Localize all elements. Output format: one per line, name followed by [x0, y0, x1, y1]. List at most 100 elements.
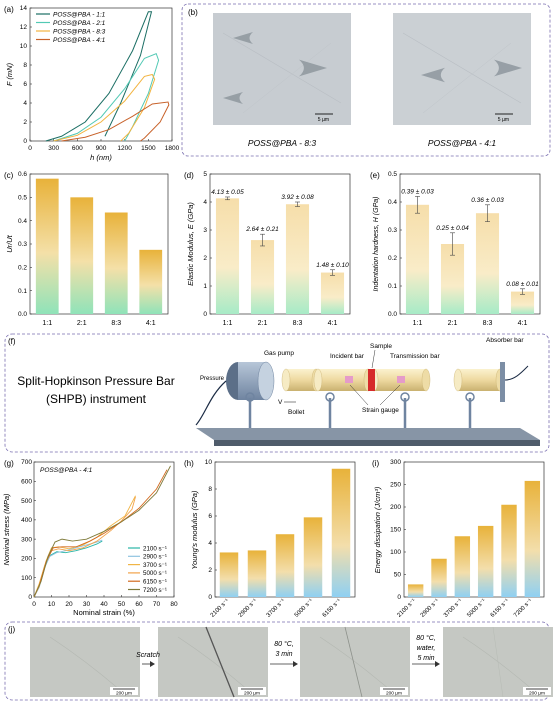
bar — [275, 534, 295, 597]
gauge-pointer — [349, 384, 369, 406]
bar — [454, 536, 471, 597]
healed-scratch-line — [344, 626, 363, 698]
x-tick-label: 40 — [100, 601, 108, 608]
y-tick-label: 0.2 — [18, 265, 27, 272]
legend-entry: 6150 s⁻¹ — [143, 579, 167, 586]
bar — [405, 204, 430, 314]
y-tick-label: 4 — [208, 540, 212, 547]
legend-entry: 2100 s⁻¹ — [143, 545, 167, 552]
x-tick-label: 4:1 — [146, 320, 156, 327]
y-tick-label: 150 — [390, 527, 401, 534]
panel-label: (f) — [8, 337, 16, 346]
bar — [250, 240, 275, 314]
panel-h: 2100 s⁻¹ 2900 s⁻¹ 3700 s⁻¹ 5000 s⁻¹ 6150 s⁻¹… — [184, 459, 356, 619]
y-tick-label: 6 — [208, 513, 212, 520]
x-tick-label: 50 — [118, 601, 126, 608]
chart-title: POSS@PBA - 4:1 — [40, 467, 93, 474]
base-front — [214, 440, 540, 446]
x-tick-label: 3700 s⁻¹ — [443, 598, 464, 619]
x-tick-label: 1:1 — [413, 320, 423, 327]
x-tick-label: 4:1 — [518, 320, 528, 327]
y-tick-label: 4 — [23, 100, 27, 107]
y-tick-label: 4 — [203, 199, 207, 206]
x-tick-label: 10 — [48, 601, 56, 608]
gas-pump-label: Gas pump — [264, 350, 294, 357]
x-tick-label: 3700 s⁻¹ — [266, 598, 287, 619]
panel-label: (a) — [4, 5, 14, 14]
scale-bar-label: 200 µm — [386, 691, 402, 697]
x-tick-label: 2100 s⁻¹ — [396, 598, 417, 619]
legend-entry: 2900 s⁻¹ — [143, 554, 167, 561]
x-tick-label: 8:3 — [111, 320, 121, 327]
bar — [407, 584, 424, 597]
transmission-bar-end — [421, 368, 431, 392]
gauge-pointer — [379, 384, 401, 406]
y-tick-label: 0.4 — [18, 218, 27, 225]
y-tick-label: 1 — [203, 283, 207, 290]
support-ring — [465, 392, 475, 402]
bar — [247, 550, 267, 597]
x-tick-label: 300 — [48, 145, 59, 152]
y-axis-label: Ur/Ut — [5, 234, 14, 252]
diagram-title-line2: (SHPB) instrument — [46, 392, 147, 406]
y-axis-label: Young's modulus (GPa) — [190, 490, 199, 569]
plot-frame — [399, 173, 541, 315]
panel-label: (i) — [372, 459, 379, 468]
y-tick-label: 0.2 — [388, 255, 397, 262]
pressure-hose — [195, 380, 227, 426]
y-tick-label: 50 — [394, 572, 402, 579]
x-tick-label: 2900 s⁻¹ — [420, 598, 441, 619]
scale-bar-box — [110, 687, 138, 695]
x-tick-label: 1500 — [141, 145, 156, 152]
y-axis-label: Energy dissipation (J/cm³) — [373, 486, 382, 573]
micrograph — [213, 13, 351, 125]
series-line-4 — [61, 101, 170, 142]
absorber-bar-end — [453, 368, 463, 392]
x-tick-label: 8:3 — [483, 320, 493, 327]
scale-bar-label: 5 µm — [498, 117, 509, 123]
y-tick-label: 200 — [21, 556, 32, 563]
base-top — [196, 428, 540, 440]
y-tick-label: 10 — [205, 459, 213, 466]
step-label-2b: 3 min — [275, 651, 292, 658]
y-tick-label: 0 — [23, 138, 27, 145]
data-label: 0.36 ± 0.03 — [471, 197, 504, 204]
y-tick-label: 0.1 — [18, 288, 27, 295]
x-tick-label: 6150 s⁻¹ — [490, 598, 511, 619]
plot-frame — [209, 173, 351, 315]
y-tick-label: 0.4 — [388, 199, 397, 206]
panel-f: (f) Split-Hopkinson Pressure Bar (SHPB) in… — [4, 333, 550, 453]
series-line-3 — [53, 73, 156, 142]
y-tick-label: 0 — [28, 594, 32, 601]
x-tick-label: 1:1 — [223, 320, 233, 327]
step-label-3b: water, — [417, 645, 436, 652]
incident-bar-end — [313, 368, 323, 392]
bar — [501, 504, 517, 597]
x-tick-label: 2100 s⁻¹ — [210, 598, 231, 619]
panel-j: (j) 200 µm 200 µm 200 µm 200 µm Scratch 80 °C,… — [4, 621, 553, 701]
texture-line — [319, 636, 391, 691]
indent-mark — [233, 32, 253, 44]
x-tick-label: 1800 — [165, 145, 180, 152]
panel-g: (g) POSS@PBA - 4:1 0 10 20 30 40 50 60 70 80 0 100 20… — [2, 459, 178, 617]
strain-gauge-label: Strain gauge — [362, 407, 399, 414]
panel-a: (a) 0 300 600 900 1200 1500 1800 0 2 4 6 8 10 12 14 h (n… — [4, 5, 180, 162]
pressure-label: Pressure — [200, 376, 225, 382]
step-label-1: Scratch — [136, 652, 160, 659]
strain-gauge — [345, 376, 353, 383]
panel-label: (h) — [184, 459, 194, 468]
bar — [215, 198, 240, 314]
scale-bar-box — [523, 687, 551, 695]
y-tick-label: 0.3 — [388, 227, 397, 234]
diagram-title-line1: Split-Hopkinson Pressure Bar — [17, 374, 174, 388]
y-tick-label: 8 — [23, 62, 27, 69]
scale-bar-box — [238, 687, 266, 695]
y-tick-label: 0 — [203, 311, 207, 318]
strain-gauge — [397, 376, 405, 383]
bar — [331, 468, 351, 597]
x-tick-label: 20 — [65, 601, 73, 608]
y-tick-label: 5 — [203, 171, 207, 178]
step-label-3c: 5 min — [417, 655, 434, 662]
legend-entry: POSS@PBA - 8:3 — [53, 28, 106, 35]
x-tick-label: 80 — [170, 601, 178, 608]
